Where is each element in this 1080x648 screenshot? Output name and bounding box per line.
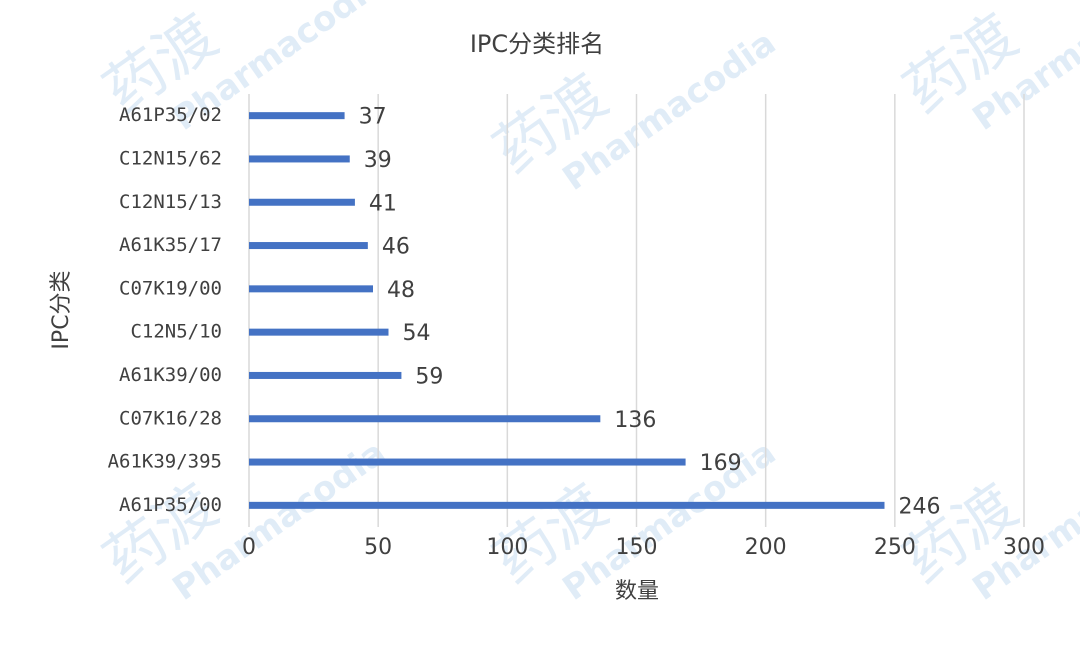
- bar: [249, 155, 350, 163]
- x-tick-label: 0: [242, 535, 256, 560]
- y-tick-label: C12N15/62: [119, 147, 222, 169]
- value-label: 246: [899, 494, 941, 519]
- y-tick-label: C07K19/00: [119, 277, 222, 299]
- x-axis-label: 数量: [615, 579, 659, 604]
- y-tick-label: A61K39/00: [119, 364, 222, 386]
- value-label: 54: [403, 321, 431, 346]
- y-tick-label: C12N15/13: [119, 191, 222, 213]
- y-tick-label: A61P35/00: [119, 494, 222, 516]
- value-label: 41: [369, 191, 397, 216]
- value-label: 46: [382, 235, 410, 260]
- value-label: 169: [700, 451, 742, 476]
- x-tick-label: 150: [616, 535, 658, 560]
- x-tick-label: 200: [745, 535, 787, 560]
- bar: [249, 328, 389, 336]
- bar: [249, 415, 601, 423]
- bar: [249, 501, 885, 509]
- value-label: 59: [415, 364, 443, 389]
- y-tick-label: A61K39/395: [108, 451, 222, 473]
- x-tick-label: 100: [486, 535, 528, 560]
- value-label: 136: [614, 408, 656, 433]
- bar: [249, 458, 686, 466]
- bar: [249, 242, 368, 250]
- value-label: 48: [387, 278, 415, 303]
- x-tick-label: 50: [364, 535, 392, 560]
- y-tick-label: C07K16/28: [119, 407, 222, 429]
- bar: [249, 198, 355, 206]
- x-tick-label: 300: [1003, 535, 1045, 560]
- bar: [249, 285, 373, 293]
- value-label: 37: [359, 105, 387, 130]
- bar: [249, 371, 402, 379]
- value-label: 39: [364, 148, 392, 173]
- y-axis-label: IPC分类: [49, 270, 74, 349]
- chart-title: IPC分类排名: [470, 30, 604, 58]
- y-tick-label: A61P35/02: [119, 104, 222, 126]
- x-tick-label: 250: [874, 535, 916, 560]
- y-tick-label: A61K35/17: [119, 234, 222, 256]
- y-tick-label: C12N5/10: [130, 321, 222, 343]
- bar: [249, 112, 345, 120]
